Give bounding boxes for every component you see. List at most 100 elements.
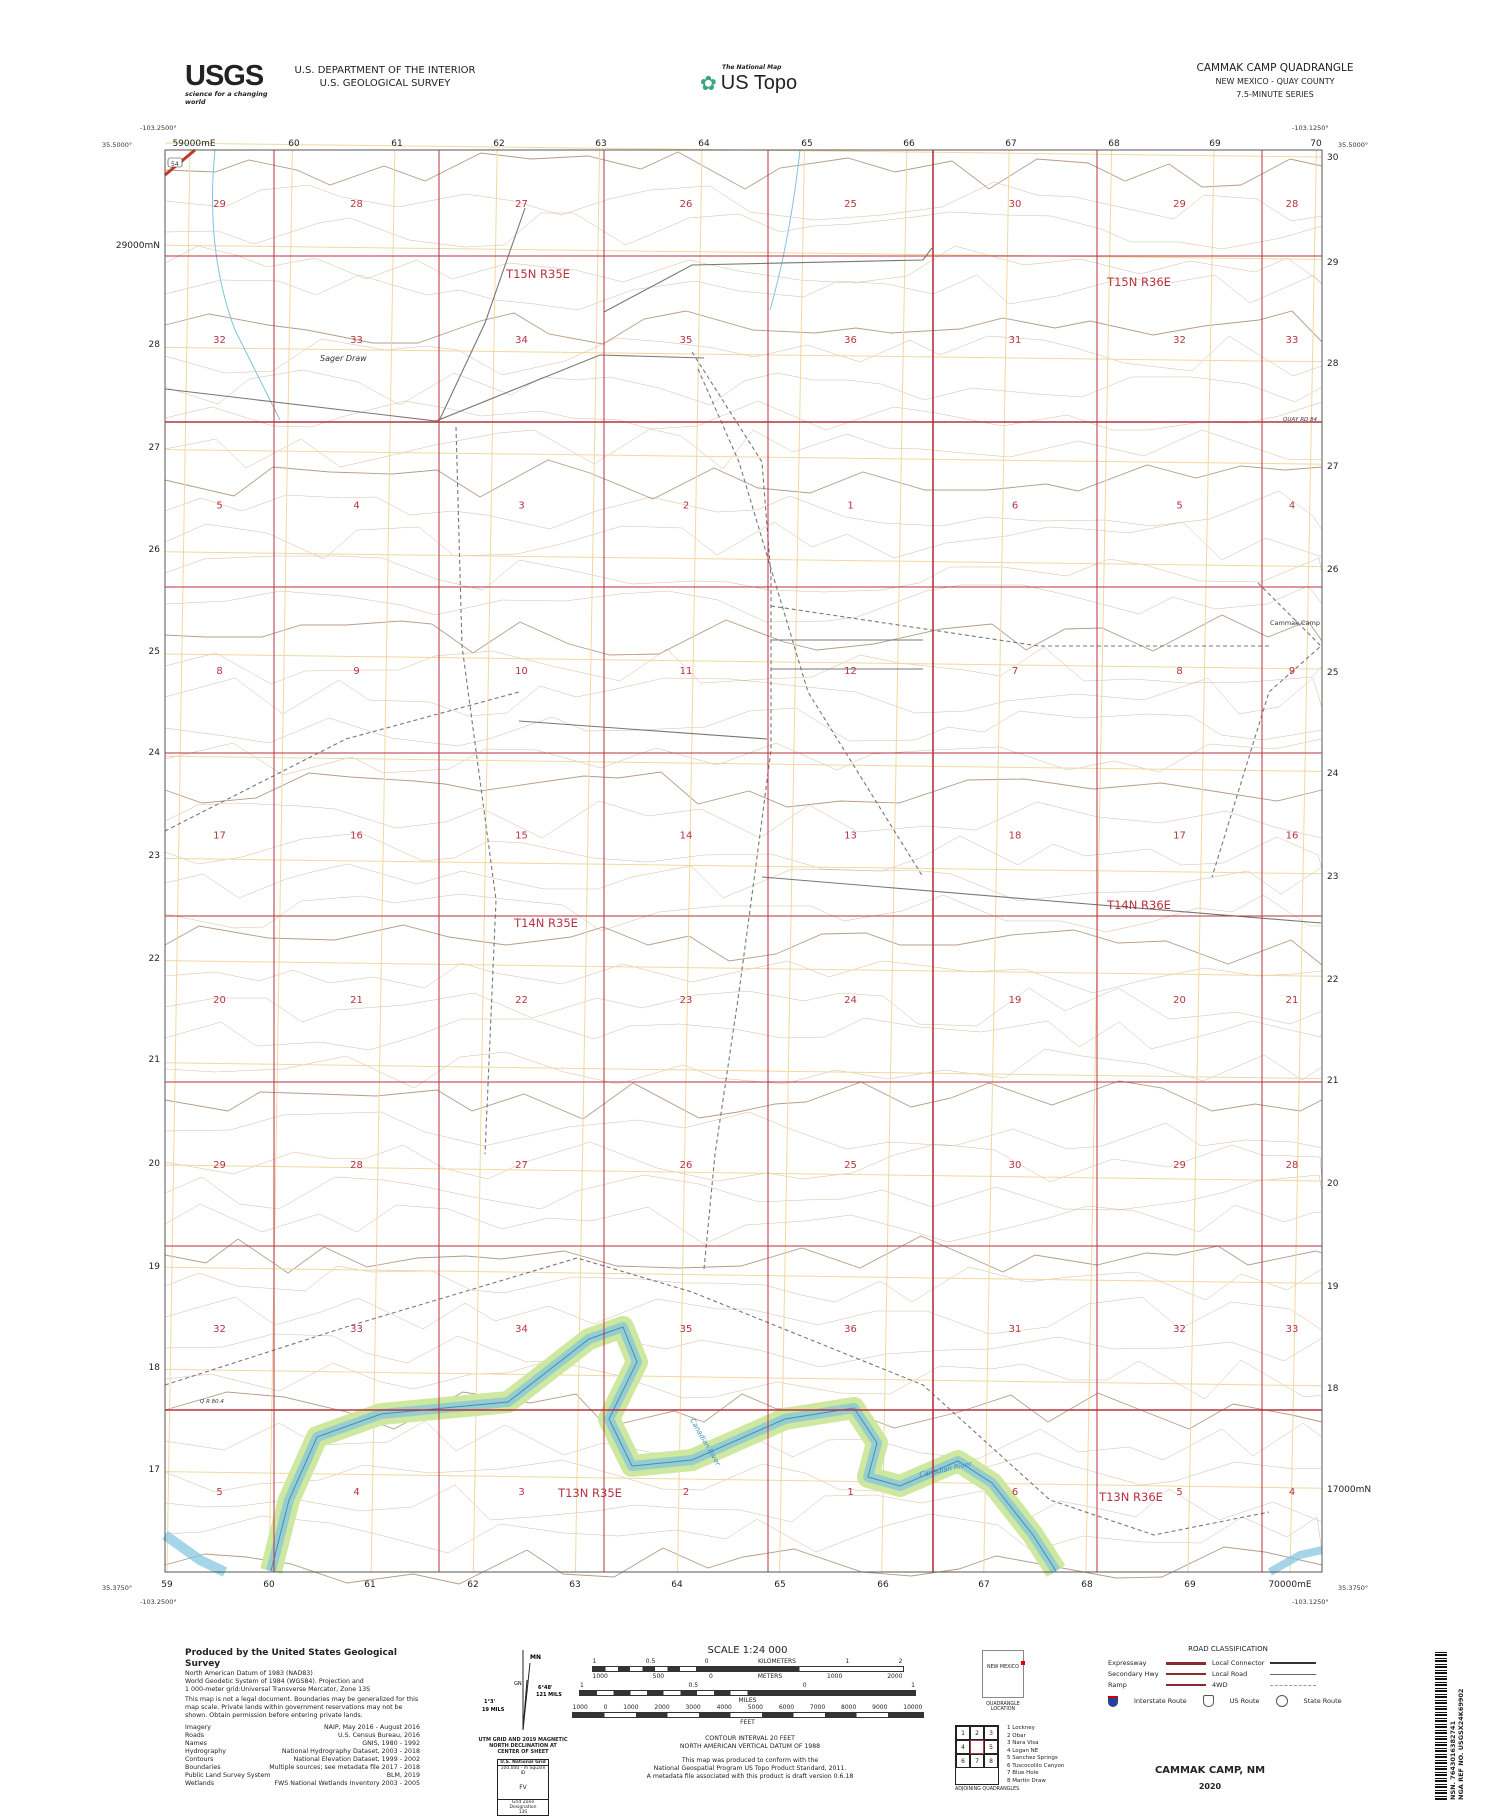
- source-row: Contours National Elevation Dataset, 1999…: [185, 1756, 420, 1764]
- new-mexico-outline: NEW MEXICO: [982, 1650, 1025, 1698]
- section-number: 32: [213, 1324, 226, 1335]
- adjoining-cell: 1: [956, 1726, 970, 1740]
- source-value: U.S. Census Bureau, 2016: [338, 1732, 420, 1739]
- section-number: 5: [216, 501, 222, 512]
- us-topo-logo: The National Map ✿ US Topo: [700, 64, 800, 96]
- adjoining-cell: 7: [970, 1754, 984, 1768]
- contour-line: [164, 310, 1323, 345]
- utm-northing-line: [164, 653, 1323, 670]
- utm-northing-line: [164, 449, 1323, 465]
- legend-expressway-line: [1166, 1661, 1206, 1665]
- source-value: BLM, 2019: [386, 1772, 420, 1779]
- section-number: 24: [844, 995, 857, 1006]
- scale-tick-label: 2: [898, 1658, 903, 1665]
- adjoining-quad-name: 5 Sanchez Springs: [1007, 1755, 1058, 1761]
- contour-line: [164, 960, 1323, 994]
- utm-northing-line: [164, 346, 1323, 363]
- legend-4wd: 4WD: [1212, 1681, 1228, 1689]
- township-range-label: T14N R35E: [513, 916, 578, 930]
- nga-ref: NGA REF NO. USGSX24K69902: [1457, 1688, 1465, 1800]
- adjoining-quad-name: 6 Tuscocolilo Canyon: [1007, 1762, 1065, 1769]
- adjoining-cell: 4: [956, 1740, 970, 1754]
- scale-tick-label: 0: [704, 1658, 709, 1665]
- section-number: 9: [353, 666, 359, 677]
- contour-line: [164, 800, 1323, 839]
- survey-text: U.S. GEOLOGICAL SURVEY: [319, 78, 451, 89]
- note-line: A metadata file associated with this pro…: [646, 1773, 854, 1780]
- easting-label-bottom: 68: [1081, 1580, 1093, 1590]
- utm-northing-line: [164, 1266, 1323, 1284]
- section-number: 35: [680, 335, 693, 346]
- section-number: 8: [216, 666, 222, 677]
- source-value: National Hydrography Dataset, 2003 - 201…: [281, 1748, 420, 1755]
- section-number: 3: [518, 501, 524, 512]
- 4wd-trail: [691, 351, 772, 1270]
- legend-local-connector-line: [1270, 1662, 1316, 1664]
- contour-line: [164, 584, 1323, 623]
- contour-line: [164, 490, 1323, 531]
- floodplain-vegetation: [260, 1316, 1066, 1577]
- adjoining-cell: 6: [956, 1754, 970, 1768]
- utm-easting-line: [1289, 149, 1317, 1573]
- section-number: 8: [1176, 666, 1182, 677]
- scale-tick-label: 9000: [872, 1704, 888, 1711]
- northing-label-right: 29: [1327, 258, 1339, 268]
- local-road: [603, 247, 933, 313]
- section-number: 33: [350, 1324, 363, 1335]
- datum-line: 1 000-meter grid:Universal Transverse Me…: [185, 1686, 371, 1693]
- plss-section-lines: [165, 150, 1322, 1572]
- gn-label: GN: [514, 1681, 522, 1687]
- section-number: 21: [1286, 995, 1299, 1006]
- section-number: 25: [844, 1160, 857, 1171]
- usng-box: U.S. National Grid 100,000 - m Square ID…: [497, 1759, 549, 1816]
- hydrography-layer: [162, 149, 1323, 1577]
- contour-line: [164, 1111, 1323, 1150]
- northing-label-left: 24: [149, 748, 161, 758]
- state-route-shield-icon: [1275, 1695, 1288, 1707]
- northing-label-left: 26: [149, 545, 161, 555]
- northing-label-right: 18: [1327, 1384, 1339, 1394]
- us-route-shield-icon: [1202, 1695, 1214, 1707]
- note-line: This map was produced to conform with th…: [681, 1757, 819, 1764]
- source-value: National Elevation Dataset, 1999 - 2002: [293, 1756, 420, 1763]
- contour-line: [164, 646, 1323, 685]
- source-label: Hydrography: [185, 1748, 226, 1755]
- northing-label-right: 26: [1327, 565, 1339, 575]
- contour-line: [164, 1513, 1323, 1554]
- scale-tick-label: 1000: [623, 1704, 639, 1711]
- contour-line: [164, 893, 1322, 933]
- convergence-mils: 19 MILS: [482, 1707, 505, 1713]
- easting-label-top: 68: [1108, 139, 1120, 149]
- section-number: 17: [213, 831, 226, 842]
- contour-line: [164, 1048, 1323, 1089]
- place-label-cammak-camp: Cammak Camp: [1270, 619, 1320, 627]
- section-number: 2: [683, 1487, 689, 1498]
- quad-title-block: CAMMAK CAMP QUADRANGLE NEW MEXICO - QUAY…: [1150, 62, 1400, 101]
- section-number: 33: [350, 335, 363, 346]
- road-label-quay-rd-80: Q R 80.4: [200, 1399, 224, 1405]
- feet-bar: [571, 1712, 924, 1718]
- section-number: 21: [350, 995, 363, 1006]
- section-number: 7: [1012, 666, 1018, 677]
- contour-line: [164, 521, 1323, 561]
- section-number: 23: [680, 995, 693, 1006]
- section-number: 27: [515, 1160, 528, 1171]
- department-text: U.S. DEPARTMENT OF THE INTERIOR: [294, 65, 476, 76]
- scale-tick-label: 2000: [887, 1673, 903, 1680]
- contour-line: [164, 1359, 1323, 1400]
- section-number: 26: [680, 1160, 693, 1171]
- northing-label-left: 23: [149, 851, 160, 861]
- declination-mils: 121 MILS: [536, 1692, 562, 1698]
- us-route-shield-icon: [167, 157, 183, 168]
- corner-coordinate: -103.1250°: [1292, 124, 1329, 132]
- local-road: [518, 720, 768, 740]
- scale-tick-label: 1: [580, 1682, 584, 1689]
- sheet-name: CAMMAK CAMP, NM: [1154, 1765, 1266, 1776]
- legend-local-road: Local Road: [1212, 1670, 1248, 1678]
- easting-label-top: 63: [595, 139, 606, 149]
- section-number: 34: [515, 335, 528, 346]
- scale-tick-label: 7000: [809, 1704, 826, 1711]
- section-number: 15: [515, 831, 528, 842]
